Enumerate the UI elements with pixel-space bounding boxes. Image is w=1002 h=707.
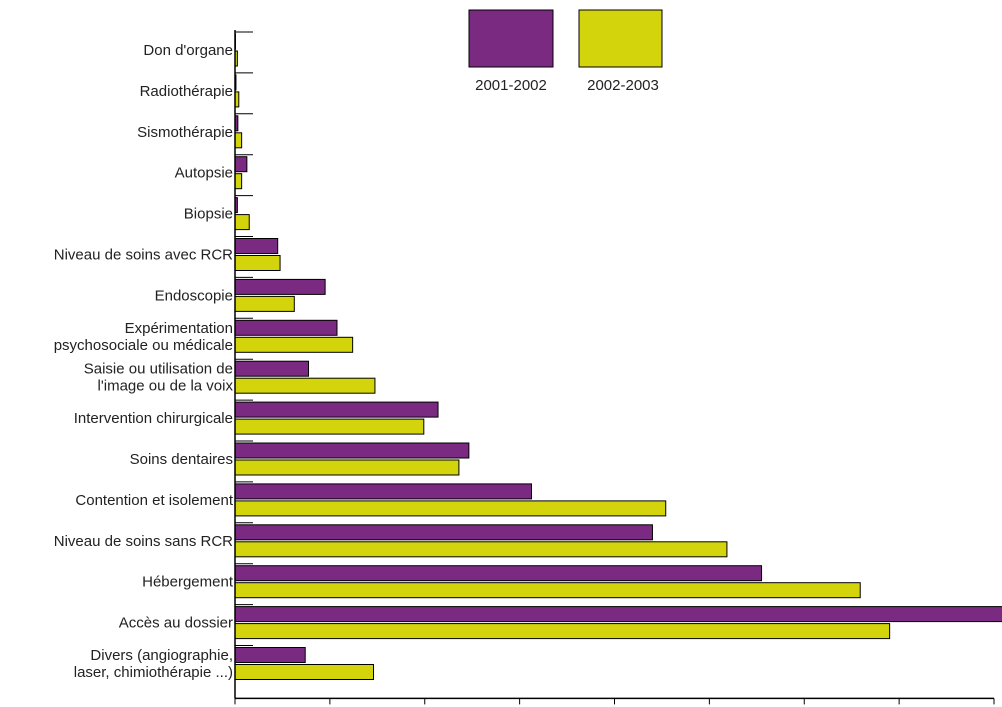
bar-2002-2003-11	[234, 500, 667, 517]
bar-2002-2003-8	[234, 377, 376, 394]
bar-2002-2003-15	[234, 664, 375, 680]
bar-2001-2002-14	[234, 606, 1002, 623]
category-label: Don d'organe	[143, 42, 233, 59]
bar-2001-2002-6	[234, 278, 326, 295]
bar-2001-2002-13	[234, 565, 763, 582]
bar-2002-2003-5	[234, 255, 281, 271]
bar-2002-2003-4	[234, 214, 250, 231]
bar-2001-2002-9	[234, 401, 439, 418]
bar-2002-2003-7	[234, 336, 354, 353]
bar-2002-2003-13	[234, 582, 861, 599]
category-label: Endoscopie	[155, 287, 233, 304]
category-labels: Don d'organe Radiothérapie Sismothérapie Au…	[54, 42, 234, 681]
bar-2001-2002-15	[234, 647, 306, 663]
category-label: Radiothérapie	[140, 83, 233, 100]
bar-2001-2002-3	[234, 156, 248, 173]
category-label: Niveau de soins sans RCR	[54, 533, 233, 550]
bar-2002-2003-9	[234, 418, 425, 435]
category-label: Contention et isolement	[75, 492, 233, 509]
axis-layer: 02004006008001000120014001600	[234, 30, 995, 705]
category-label: Soins dentaires	[130, 451, 233, 468]
category-label: Niveau de soins avec RCR	[54, 247, 233, 264]
bar-2002-2003-6	[234, 295, 295, 312]
category-label: Divers (angiographie, laser, chimiothérap…	[74, 647, 233, 681]
category-label: Hébergement	[142, 574, 234, 591]
bar-2002-2003-10	[234, 459, 460, 476]
category-label: Expérimentation psychosociale ou médicale	[54, 320, 233, 354]
category-label: Saisie ou utilisation de l'image ou de la…	[84, 361, 234, 395]
bar-2001-2002-5	[234, 238, 279, 254]
category-label: Sismothérapie	[137, 124, 233, 141]
legend-label: 2002-2003	[587, 77, 659, 94]
category-label: Accès au dossier	[119, 615, 233, 632]
bar-2001-2002-7	[234, 319, 338, 336]
bars-layer	[234, 33, 1002, 680]
bar-2002-2003-12	[234, 541, 728, 558]
bar-2001-2002-8	[234, 360, 310, 377]
legend-label: 2001-2002	[475, 77, 547, 94]
bar-2002-2003-14	[234, 623, 891, 640]
bar-2001-2002-12	[234, 524, 653, 541]
bar-2002-2003-3	[234, 173, 243, 190]
bar-2002-2003-2	[234, 132, 243, 149]
bar-2001-2002-11	[234, 483, 532, 500]
category-label: Biopsie	[184, 206, 233, 223]
legend-swatch-2002-2003	[578, 9, 663, 68]
category-label: Intervention chirurgicale	[74, 410, 233, 427]
bar-2001-2002-10	[234, 442, 470, 459]
legend: 2001-2002 2002-2003	[468, 9, 663, 94]
legend-swatch-2001-2002	[468, 9, 554, 68]
category-label: Autopsie	[175, 165, 233, 182]
